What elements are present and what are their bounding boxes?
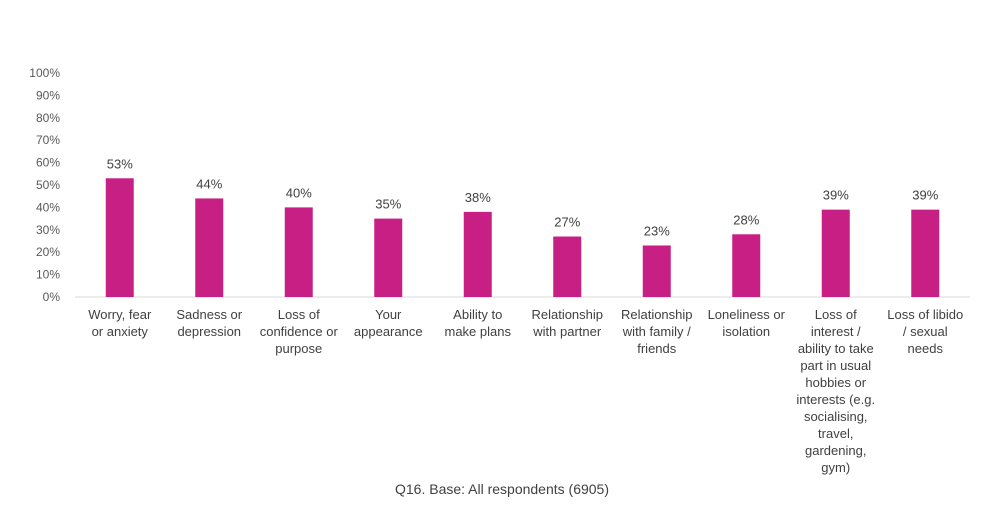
data-label: 39% — [912, 188, 938, 203]
x-tick-label: Relationship with family / friends — [621, 307, 693, 356]
data-label: 23% — [644, 223, 670, 238]
x-tick-label-line: Loss of — [815, 307, 857, 322]
x-tick-label-line: socialising, — [804, 409, 868, 424]
x-tick-label-line: interests (e.g. — [796, 392, 875, 407]
x-tick-label-line: gym) — [821, 460, 850, 475]
y-axis: 0% 10% 20% 30% 40% 50% 60% 70% 80% 90% 100% — [29, 66, 60, 304]
y-tick-label: 90% — [36, 88, 60, 102]
y-tick-label: 0% — [43, 290, 61, 304]
x-tick-label-line: hobbies or — [805, 375, 866, 390]
x-tick-label-line: depression — [177, 324, 241, 339]
chart-caption: Q16. Base: All respondents (6905) — [394, 481, 610, 497]
data-label: 38% — [465, 190, 491, 205]
y-tick-label: 100% — [29, 66, 60, 80]
x-tick-label: Relationship with partner — [531, 307, 603, 339]
x-tick-label-line: with partner — [532, 324, 602, 339]
data-label: 35% — [375, 197, 401, 212]
bar — [911, 209, 940, 297]
x-tick-label-line: Worry, fear — [88, 307, 152, 322]
x-tick-label: Loneliness or isolation — [708, 307, 786, 339]
x-tick-label-line: gardening, — [805, 443, 866, 458]
x-tick-label-line: Loss of libido — [887, 307, 963, 322]
y-tick-label: 70% — [36, 133, 60, 147]
x-tick-label: Loss of libido / sexual needs — [887, 307, 963, 356]
y-tick-label: 20% — [36, 245, 60, 259]
data-label: 44% — [196, 176, 222, 191]
x-tick-label: Worry, fear or anxiety — [88, 307, 152, 339]
y-tick-label: 60% — [36, 156, 60, 170]
x-tick-label-line: Loneliness or — [708, 307, 786, 322]
x-tick-label-line: purpose — [275, 341, 322, 356]
x-tick-label-line: with family / — [622, 324, 691, 339]
data-label: 27% — [554, 215, 580, 230]
x-axis-labels: Worry, fear or anxiety Sadness or depressio… — [88, 307, 963, 475]
bar — [105, 178, 134, 297]
x-tick-label: Your appearance — [354, 307, 423, 339]
x-tick-label-line: travel, — [818, 426, 853, 441]
x-tick-label-line: make plans — [445, 324, 512, 339]
x-tick-label-line: / sexual — [903, 324, 948, 339]
y-tick-label: 50% — [36, 178, 60, 192]
x-tick-label-line: interest / — [811, 324, 861, 339]
x-tick-label-line: Relationship — [531, 307, 603, 322]
bar — [284, 207, 313, 297]
x-tick-label: Ability to make plans — [445, 307, 512, 339]
data-labels-group: 53% 44% 40% 35% 38% 27% 23% 28% 39% 39% — [107, 156, 939, 238]
data-label: 39% — [823, 188, 849, 203]
data-label: 28% — [733, 212, 759, 227]
x-tick-label-line: Sadness or — [176, 307, 242, 322]
x-tick-label-line: isolation — [722, 324, 770, 339]
x-tick-label-line: appearance — [354, 324, 423, 339]
y-tick-label: 30% — [36, 223, 60, 237]
bar — [374, 218, 403, 297]
x-tick-label-line: ability to take — [798, 341, 874, 356]
y-tick-label: 40% — [36, 200, 60, 214]
y-tick-label: 10% — [36, 268, 60, 282]
x-tick-label-line: friends — [637, 341, 677, 356]
x-tick-label: Loss of confidence or purpose — [260, 307, 339, 356]
x-tick-label: Loss of interest / ability to take part in … — [796, 307, 875, 475]
data-label: 53% — [107, 156, 133, 171]
bar — [732, 234, 761, 297]
x-tick-label-line: part in usual — [800, 358, 871, 373]
bar — [463, 211, 492, 297]
x-tick-label-line: Loss of — [278, 307, 320, 322]
data-label: 40% — [286, 185, 312, 200]
x-tick-label-line: needs — [908, 341, 944, 356]
x-tick-label-line: or anxiety — [92, 324, 149, 339]
bar — [553, 236, 582, 297]
bar — [642, 245, 671, 297]
x-tick-label-line: Ability to — [453, 307, 502, 322]
bar — [821, 209, 850, 297]
bars-group — [105, 178, 940, 297]
bar — [195, 198, 224, 297]
x-tick-label-line: Your — [375, 307, 402, 322]
y-tick-label: 80% — [36, 111, 60, 125]
x-tick-label: Sadness or depression — [176, 307, 242, 339]
x-tick-label-line: confidence or — [260, 324, 339, 339]
x-tick-label-line: Relationship — [621, 307, 693, 322]
